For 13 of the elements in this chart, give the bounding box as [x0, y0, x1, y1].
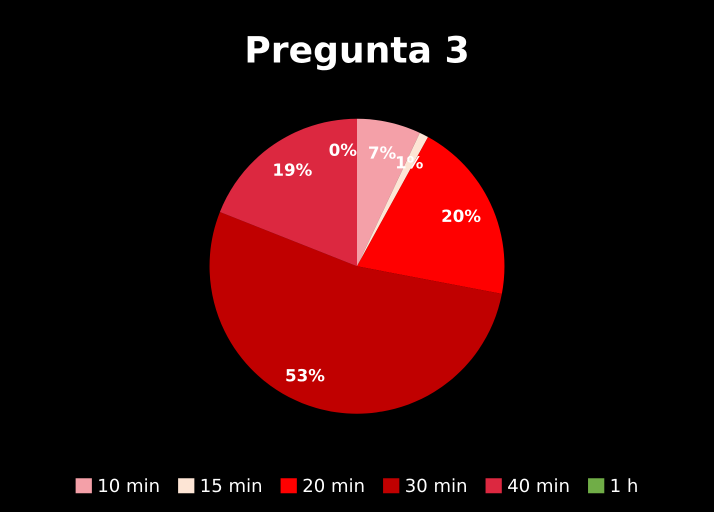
data-label: 7%: [369, 146, 396, 159]
legend-label: 20 min: [304, 478, 364, 492]
chart-title: Pregunta 3: [248, 36, 467, 70]
data-label: 53%: [286, 368, 324, 382]
legend-label: 30 min: [406, 478, 466, 492]
legend-label: 40 min: [508, 478, 568, 492]
text: 0%: [330, 143, 356, 156]
legend-label: 10 min: [99, 478, 159, 492]
data-label: 1%: [396, 156, 423, 169]
legend-label: 15 min: [202, 478, 262, 492]
legend-label: 1 h: [612, 478, 637, 492]
data-label: 19%: [274, 163, 312, 176]
data-label: 20%: [442, 210, 480, 222]
